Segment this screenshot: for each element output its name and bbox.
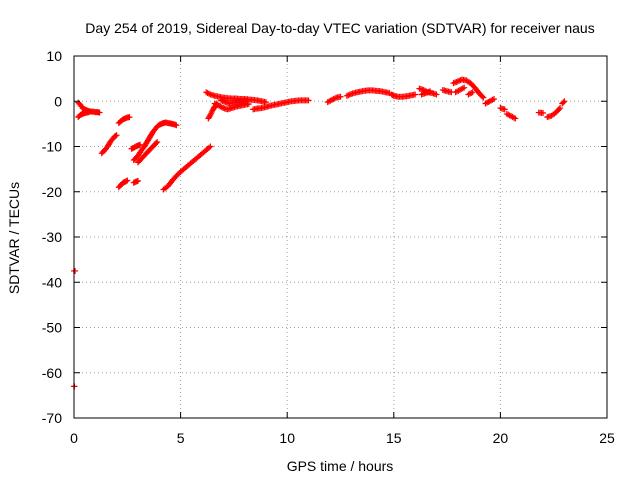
data-point xyxy=(137,141,144,148)
data-point xyxy=(512,115,519,122)
data-point xyxy=(469,89,476,96)
data-point xyxy=(305,97,312,104)
data-point xyxy=(112,132,119,139)
data-point xyxy=(72,267,79,274)
y-tick-label: -50 xyxy=(42,320,62,336)
grid-lines xyxy=(74,56,607,418)
y-tick-label: -40 xyxy=(42,274,62,290)
data-point xyxy=(479,93,486,100)
data-point xyxy=(96,109,103,116)
x-tick-label: 5 xyxy=(177,430,185,446)
data-point xyxy=(153,140,160,147)
data-point xyxy=(427,88,434,95)
y-tick-label: -60 xyxy=(42,365,62,381)
data-point xyxy=(433,91,440,98)
data-point xyxy=(461,84,468,91)
data-point xyxy=(557,105,564,112)
y-tick-label: 0 xyxy=(54,93,62,109)
y-tick-label: -70 xyxy=(42,410,62,426)
y-tick-label: -20 xyxy=(42,184,62,200)
data-point xyxy=(480,94,487,101)
data-point xyxy=(561,98,568,105)
y-axis-label: SDTVAR / TECUs xyxy=(6,182,22,294)
data-point xyxy=(134,177,141,184)
data-point xyxy=(540,110,547,117)
data-series xyxy=(71,76,568,390)
data-point xyxy=(154,138,161,145)
plot-frame xyxy=(73,55,608,419)
data-point xyxy=(173,122,180,129)
data-point xyxy=(560,99,567,106)
data-point xyxy=(337,93,344,100)
x-tick-label: 0 xyxy=(70,430,78,446)
data-point xyxy=(412,91,419,98)
x-tick-label: 25 xyxy=(599,430,615,446)
data-point xyxy=(556,106,563,113)
data-point xyxy=(207,143,214,150)
data-point xyxy=(124,177,131,184)
data-point xyxy=(243,97,250,104)
x-tick-label: 20 xyxy=(493,430,509,446)
axis-ticks: 0 5 10 15 20 25 -70 -60 -50 -40 -30 -20 -10 0 10 xyxy=(42,48,615,446)
y-tick-label: -10 xyxy=(42,139,62,155)
data-point xyxy=(501,106,508,113)
data-point xyxy=(126,114,133,121)
data-point xyxy=(245,100,252,107)
x-tick-label: 10 xyxy=(279,430,295,446)
y-tick-label: 10 xyxy=(46,48,62,64)
data-point xyxy=(123,178,130,185)
data-point xyxy=(85,109,92,116)
data-point xyxy=(113,132,120,139)
x-tick-label: 15 xyxy=(386,430,402,446)
x-axis-label: GPS time / hours xyxy=(287,458,394,474)
chart-title: Day 254 of 2019, Sidereal Day-to-day VTE… xyxy=(85,20,594,36)
y-tick-label: -30 xyxy=(42,229,62,245)
data-point xyxy=(491,95,498,102)
